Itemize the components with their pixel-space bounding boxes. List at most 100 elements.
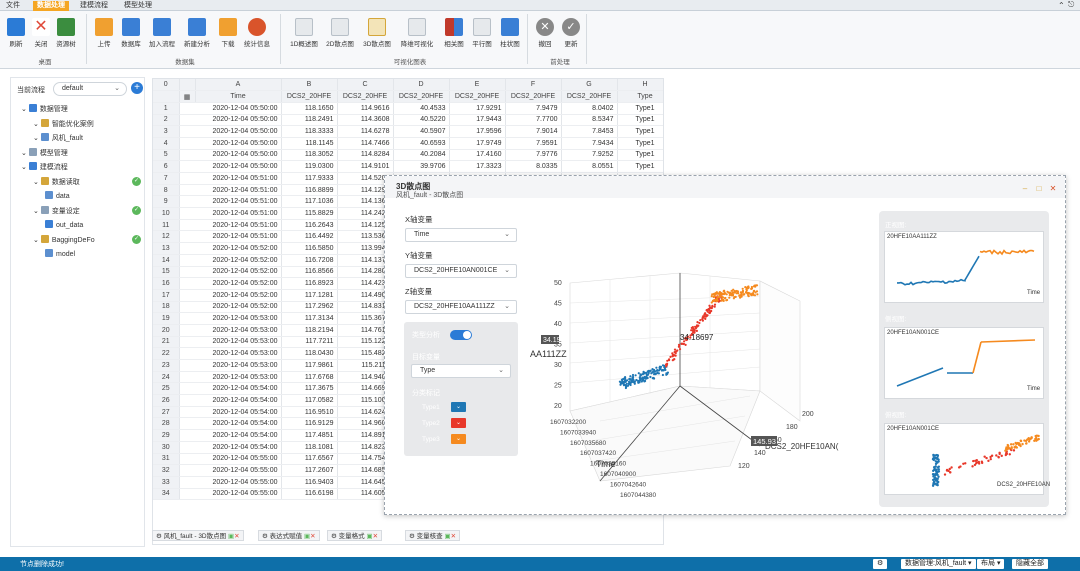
table-cell[interactable]: 15 <box>153 266 180 279</box>
add-flow-icon[interactable]: + <box>131 82 143 94</box>
bar-chart-button[interactable]: 柱状图 <box>497 16 523 52</box>
table-cell[interactable]: 2020-12-04 05:52:00 <box>179 289 282 302</box>
table-cell[interactable]: 116.4492 <box>281 230 338 244</box>
table-cell[interactable]: 2020-12-04 05:55:00 <box>179 476 282 489</box>
table-row[interactable]: 5 2020-12-04 05:50:00 118.3052 114.8284 40.2… <box>153 149 663 162</box>
table-cell[interactable]: 116.8566 <box>281 266 338 279</box>
table-cell[interactable]: 8 <box>153 184 180 197</box>
table-cell[interactable]: 16 <box>153 277 180 290</box>
table-cell[interactable]: 2020-12-04 05:53:00 <box>179 336 282 349</box>
table-row[interactable]: 3 2020-12-04 05:50:00 118.3333 114.6278 40.5… <box>153 125 663 138</box>
table-cell[interactable]: 17.9291 <box>449 102 506 115</box>
tree-item[interactable]: ⌄ 智能优化案例 <box>33 118 94 129</box>
table-cell[interactable]: 114.9101 <box>337 160 394 173</box>
statistics-button[interactable]: 统计信息 <box>242 16 272 52</box>
table-cell[interactable]: 22 <box>153 347 180 360</box>
tree-item[interactable]: ⌄ BaggingDeFo <box>33 234 95 245</box>
table-cell[interactable]: 116.9129 <box>281 417 338 431</box>
table-cell[interactable]: 34 <box>153 488 180 501</box>
target-var-select[interactable]: Type ⌄ <box>411 364 511 378</box>
column-header[interactable] <box>153 90 180 103</box>
table-cell[interactable]: 8.0402 <box>561 102 618 115</box>
add-to-flow-button[interactable]: 加入流程 <box>147 16 177 52</box>
side-view-chart[interactable]: 20HFE10AN001CE Time <box>884 327 1044 399</box>
table-cell[interactable]: 118.0430 <box>281 347 338 360</box>
table-cell[interactable]: 23 <box>153 359 180 372</box>
type-analysis-toggle[interactable] <box>450 330 472 340</box>
table-cell[interactable]: 7.7700 <box>505 114 562 127</box>
expand-icon[interactable]: ⌄ <box>21 106 29 113</box>
3d-scatter-button[interactable]: 3D散点图 <box>361 16 393 52</box>
table-cell[interactable]: 114.3608 <box>337 114 394 127</box>
column-letter[interactable]: H <box>617 79 663 92</box>
table-cell[interactable]: 116.2643 <box>281 219 338 232</box>
table-cell[interactable]: 7.9434 <box>561 137 618 150</box>
type3-color-picker[interactable]: ⌄ <box>451 434 466 444</box>
table-cell[interactable]: 40.2084 <box>393 149 450 162</box>
tree-item[interactable]: ⌄ 建模流程 <box>21 162 68 172</box>
table-cell[interactable]: 7.9479 <box>505 102 562 115</box>
correlation-button[interactable]: 相关图 <box>441 16 467 52</box>
table-cell[interactable]: 2020-12-04 05:51:00 <box>179 195 282 209</box>
table-cell[interactable]: 118.3333 <box>281 125 338 138</box>
table-cell[interactable]: 17.9443 <box>449 114 506 127</box>
table-cell[interactable]: 24 <box>153 371 180 384</box>
front-view-chart[interactable]: 20HFE10AA111ZZ Time <box>884 231 1044 303</box>
bottom-tab-3d-scatter[interactable]: ⚙ 风机_fault - 3D散点图 ▣✕ <box>152 530 244 541</box>
table-row[interactable]: 4 2020-12-04 05:50:00 118.1145 114.7466 40.6… <box>153 137 663 150</box>
table-cell[interactable]: 13 <box>153 242 180 255</box>
table-cell[interactable]: 117.2607 <box>281 464 338 477</box>
table-cell[interactable]: 116.5850 <box>281 242 338 255</box>
table-cell[interactable]: 2020-12-04 05:50:00 <box>179 125 282 138</box>
table-cell[interactable]: 8.5347 <box>561 114 618 127</box>
table-cell[interactable]: 7.8453 <box>561 125 618 138</box>
new-analysis-button[interactable]: 新建分析 <box>182 16 212 52</box>
table-row[interactable]: 6 2020-12-04 05:50:00 119.0300 114.9101 39.9… <box>153 160 663 173</box>
table-cell[interactable]: 116.7208 <box>281 254 338 267</box>
save-icon[interactable]: ▣ <box>444 533 451 540</box>
table-cell[interactable]: 31 <box>153 453 180 466</box>
table-cell[interactable]: 7.9591 <box>505 137 562 150</box>
expand-icon[interactable]: ⌄ <box>33 135 41 142</box>
table-cell[interactable]: 17.9749 <box>449 137 506 150</box>
column-letter[interactable] <box>179 79 196 92</box>
y-axis-var-select[interactable]: DCS2_20HFE10AN001CE ⌄ <box>405 264 517 278</box>
download-button[interactable]: 下载 <box>215 16 241 52</box>
table-cell[interactable]: 3 <box>153 125 180 138</box>
table-cell[interactable]: 117.2962 <box>281 301 338 314</box>
table-cell[interactable]: 2020-12-04 05:50:00 <box>179 137 282 150</box>
table-cell[interactable]: 30 <box>153 441 180 454</box>
column-letter[interactable]: F <box>505 79 562 92</box>
data-management-button[interactable]: 数据管理:风机_fault ▾ <box>901 559 976 569</box>
minimize-icon[interactable]: – <box>1022 184 1028 193</box>
menu-tab-modeling-flow[interactable]: 建模流程 <box>80 2 108 9</box>
settings-button[interactable]: ⚙ <box>873 559 888 569</box>
table-cell[interactable]: 2020-12-04 05:54:00 <box>179 382 282 396</box>
close-button[interactable]: ✕ 关闭 <box>28 16 54 52</box>
dialog-header[interactable]: 3D散点图 风机_fault - 3D散点图 – □ ✕ <box>385 176 1065 199</box>
tree-item[interactable]: ⌄ 模型管理 <box>21 147 68 158</box>
table-cell[interactable]: 25 <box>153 382 180 396</box>
table-cell[interactable]: 118.1650 <box>281 102 338 115</box>
expand-icon[interactable]: ⌄ <box>33 120 41 128</box>
table-cell[interactable]: 33 <box>153 476 180 489</box>
close-icon[interactable]: ✕ <box>310 533 316 540</box>
table-cell[interactable]: 7.9776 <box>505 149 562 162</box>
table-cell[interactable]: 2020-12-04 05:50:00 <box>179 114 282 127</box>
resource-tree-button[interactable]: 资源树 <box>53 16 79 52</box>
upload-button[interactable]: 上传 <box>91 16 117 52</box>
save-icon[interactable]: ▣ <box>366 533 373 540</box>
table-cell[interactable]: 116.8899 <box>281 184 338 197</box>
undo-button[interactable]: ✕ 撤回 <box>532 16 558 52</box>
column-letter[interactable]: C <box>337 79 394 92</box>
type1-color-picker[interactable]: ⌄ <box>451 402 466 412</box>
table-cell[interactable]: 2020-12-04 05:54:00 <box>179 429 282 442</box>
table-cell[interactable]: 7.9252 <box>561 149 618 162</box>
table-cell[interactable]: 2020-12-04 05:50:00 <box>179 149 282 162</box>
table-cell[interactable]: 118.2194 <box>281 324 338 337</box>
table-cell[interactable]: 118.2491 <box>281 114 338 127</box>
table-cell[interactable]: 2020-12-04 05:52:00 <box>179 301 282 314</box>
table-cell[interactable]: 2020-12-04 05:53:00 <box>179 371 282 384</box>
menu-tab-model-processing[interactable]: 模型处理 <box>124 2 152 9</box>
table-cell[interactable]: 2020-12-04 05:52:00 <box>179 242 282 255</box>
